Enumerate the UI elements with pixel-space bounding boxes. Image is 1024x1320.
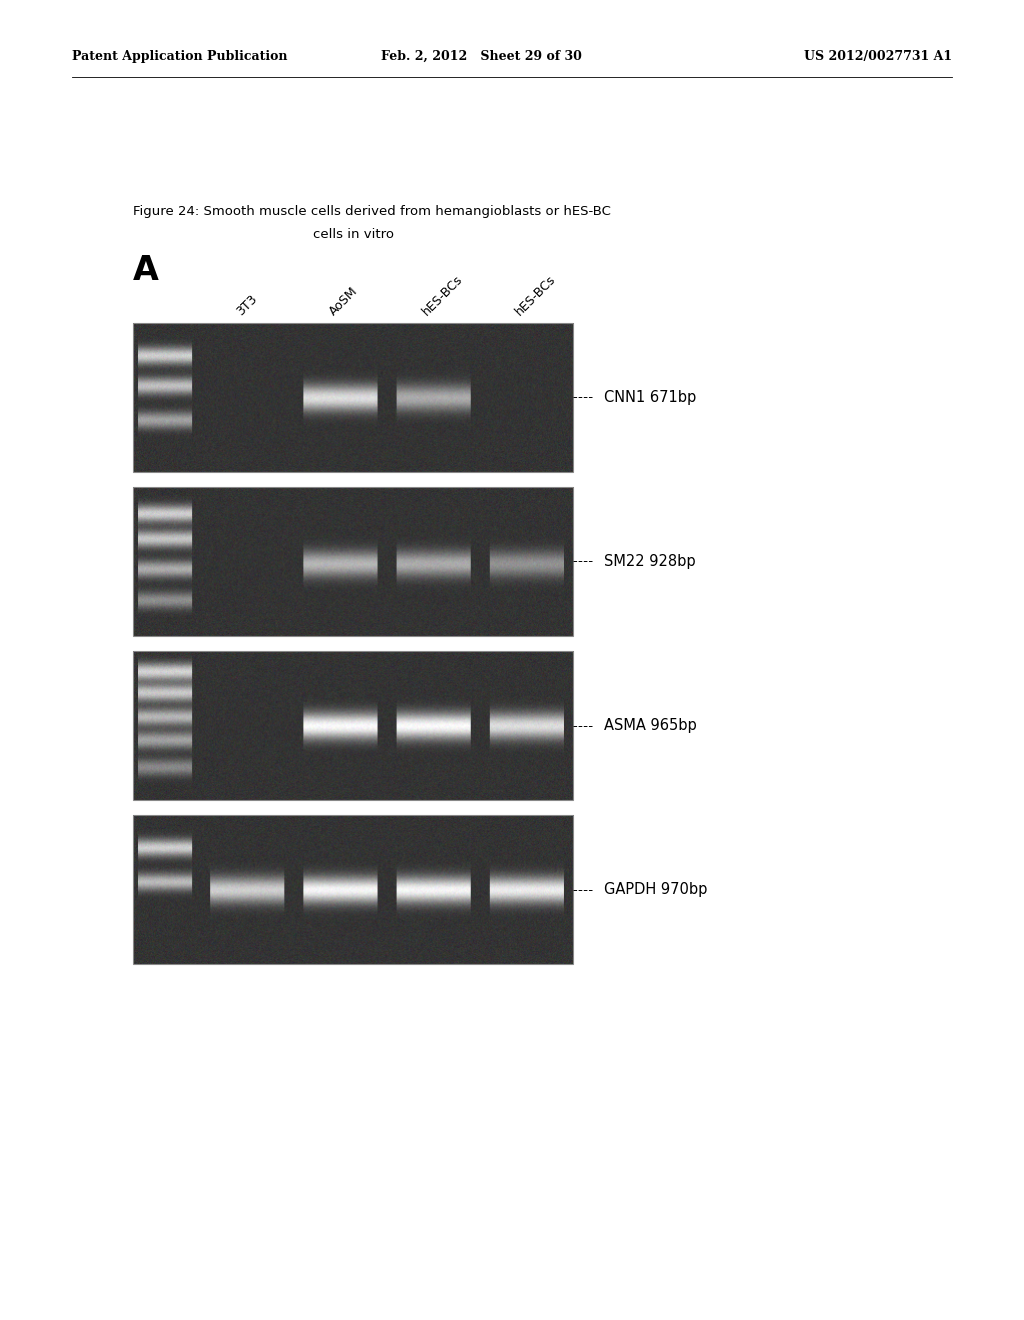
Text: GAPDH 970bp: GAPDH 970bp (604, 882, 708, 898)
Text: A: A (133, 253, 159, 286)
Text: hES-BCs: hES-BCs (513, 273, 559, 318)
Text: CNN1 671bp: CNN1 671bp (604, 389, 696, 405)
Text: US 2012/0027731 A1: US 2012/0027731 A1 (804, 50, 952, 63)
Text: Patent Application Publication: Patent Application Publication (72, 50, 287, 63)
Bar (133, 323, 573, 471)
Text: cells in vitro: cells in vitro (312, 228, 394, 242)
Text: Figure 24: Smooth muscle cells derived from hemangioblasts or hES-BC: Figure 24: Smooth muscle cells derived f… (133, 205, 611, 218)
Text: Feb. 2, 2012   Sheet 29 of 30: Feb. 2, 2012 Sheet 29 of 30 (381, 50, 582, 63)
Text: 3T3: 3T3 (234, 292, 260, 318)
Bar (133, 652, 573, 800)
Text: ASMA 965bp: ASMA 965bp (604, 718, 697, 733)
Bar (133, 816, 573, 964)
Text: AoSM: AoSM (327, 284, 360, 318)
Bar (133, 487, 573, 636)
Text: hES-BCs: hES-BCs (420, 273, 466, 318)
Text: SM22 928bp: SM22 928bp (604, 554, 695, 569)
